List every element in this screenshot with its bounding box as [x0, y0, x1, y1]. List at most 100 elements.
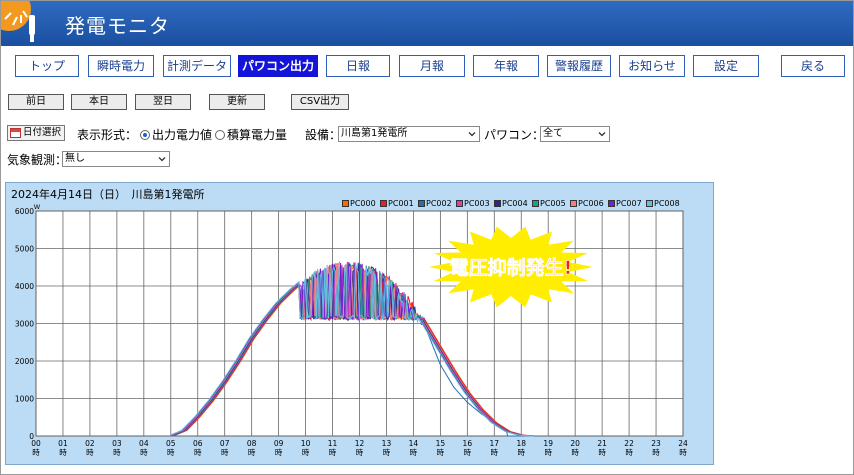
chevron-down-icon — [598, 132, 606, 137]
chart-panel: 2024年4月14日（日） 川島第1発電所 PC000 PC001 PC002 PC0… — [5, 182, 714, 465]
x-tick-unit: 時 — [302, 448, 310, 457]
calendar-icon — [10, 128, 21, 138]
chevron-down-icon — [468, 132, 476, 137]
x-tick-label: 10 — [301, 439, 311, 448]
chart-legend: PC000 PC001 PC002 PC003 PC004 PC005 PC006 PC007… — [342, 199, 702, 211]
nav-back[interactable]: 戻る — [781, 55, 845, 77]
nav-yearly-report[interactable]: 年報 — [473, 55, 539, 77]
legend-label: PC008 — [654, 199, 680, 208]
csv-export-button[interactable]: CSV出力 — [291, 94, 349, 110]
main-nav: トップ 瞬時電力 計測データ パワコン出力 日報 月報 年報 警報履歴 お知らせ… — [1, 55, 853, 79]
legend-item-pc008: PC008 — [646, 199, 680, 209]
nav-monthly-report[interactable]: 月報 — [399, 55, 465, 77]
nav-alarm-history[interactable]: 警報履歴 — [547, 55, 611, 77]
x-tick-unit: 時 — [194, 448, 202, 457]
legend-item-pc001: PC001 — [380, 199, 414, 209]
legend-label: PC005 — [540, 199, 566, 208]
x-tick-unit: 時 — [437, 448, 445, 457]
weather-select-value: 無し — [65, 153, 85, 164]
radio-cumulative-button[interactable] — [215, 130, 225, 140]
nav-pcs-output[interactable]: パワコン出力 — [238, 55, 318, 77]
prev-day-button[interactable]: 前日 — [8, 94, 64, 110]
nav-notices[interactable]: お知らせ — [619, 55, 685, 77]
starburst-shape — [429, 226, 593, 308]
x-tick-unit: 時 — [329, 448, 337, 457]
date-select-label: 日付選択 — [23, 127, 62, 138]
x-tick-label: 17 — [490, 439, 500, 448]
x-tick-label: 24 — [678, 439, 688, 448]
legend-label: PC003 — [464, 199, 490, 208]
facility-select[interactable]: 川島第1発電所 — [338, 126, 480, 142]
radio-output-option[interactable]: 出力電力値 — [140, 126, 212, 143]
x-tick-unit: 時 — [383, 448, 391, 457]
x-tick-unit: 時 — [32, 448, 40, 457]
radio-output-button[interactable] — [140, 130, 150, 140]
x-tick-unit: 時 — [275, 448, 283, 457]
legend-item-pc003: PC003 — [456, 199, 490, 209]
legend-swatch — [380, 200, 387, 207]
annotation-text: 電圧抑制発生! — [450, 256, 573, 279]
x-tick-label: 13 — [382, 439, 392, 448]
x-tick-label: 04 — [139, 439, 149, 448]
x-tick-unit: 時 — [544, 448, 552, 457]
legend-item-pc002: PC002 — [418, 199, 452, 209]
series-line-pc000 — [170, 262, 534, 437]
x-tick-unit: 時 — [113, 448, 121, 457]
legend-swatch — [456, 200, 463, 207]
x-tick-label: 15 — [436, 439, 446, 448]
y-tick-label: 2000 — [15, 357, 34, 366]
app-logo-icon — [1, 1, 35, 42]
pcs-select[interactable]: 全て — [540, 126, 610, 142]
x-tick-unit: 時 — [167, 448, 175, 457]
x-tick-unit: 時 — [410, 448, 418, 457]
series-line-pc008 — [170, 262, 534, 437]
nav-daily-report[interactable]: 日報 — [326, 55, 390, 77]
x-tick-label: 07 — [220, 439, 230, 448]
y-tick-label: 3000 — [15, 320, 34, 329]
legend-label: PC001 — [388, 199, 414, 208]
filter-row: 日付選択 表示形式： 出力電力値 積算電力量 設備： 川島第1発電所 パワコン：… — [7, 125, 847, 145]
legend-swatch — [646, 200, 653, 207]
next-day-button[interactable]: 翌日 — [135, 94, 191, 110]
refresh-button[interactable]: 更新 — [209, 94, 265, 110]
x-tick-label: 21 — [597, 439, 607, 448]
x-tick-label: 19 — [543, 439, 553, 448]
x-tick-unit: 時 — [518, 448, 526, 457]
nav-measurement-data[interactable]: 計測データ — [163, 55, 231, 77]
x-tick-unit: 時 — [464, 448, 472, 457]
display-format-label: 表示形式： — [77, 128, 138, 142]
x-tick-unit: 時 — [248, 448, 256, 457]
radio-cumulative-label: 積算電力量 — [227, 128, 288, 142]
x-tick-unit: 時 — [679, 448, 687, 457]
legend-swatch — [532, 200, 539, 207]
y-tick-label: 5000 — [15, 245, 34, 254]
date-select-button[interactable]: 日付選択 — [7, 125, 65, 141]
x-tick-label: 08 — [247, 439, 257, 448]
legend-label: PC006 — [578, 199, 604, 208]
legend-item-pc000: PC000 — [342, 199, 376, 209]
x-tick-unit: 時 — [625, 448, 633, 457]
x-tick-unit: 時 — [356, 448, 364, 457]
x-tick-unit: 時 — [652, 448, 660, 457]
today-button[interactable]: 本日 — [71, 94, 127, 110]
y-tick-label: 6000 — [15, 207, 34, 216]
x-tick-unit: 時 — [221, 448, 229, 457]
x-tick-label: 03 — [112, 439, 122, 448]
x-tick-label: 06 — [193, 439, 203, 448]
nav-top[interactable]: トップ — [15, 55, 79, 77]
legend-item-pc007: PC007 — [608, 199, 642, 209]
x-tick-unit: 時 — [571, 448, 579, 457]
nav-settings[interactable]: 設定 — [693, 55, 759, 77]
radio-cumulative-option[interactable]: 積算電力量 — [215, 126, 287, 143]
legend-label: PC007 — [616, 199, 642, 208]
x-tick-label: 11 — [328, 439, 338, 448]
weather-label: 気象観測： — [7, 153, 68, 167]
facility-select-value: 川島第1発電所 — [341, 128, 408, 139]
x-tick-label: 18 — [516, 439, 526, 448]
legend-item-pc006: PC006 — [570, 199, 604, 209]
nav-instant-power[interactable]: 瞬時電力 — [88, 55, 154, 77]
app-title: 発電モニタ — [65, 14, 170, 38]
chart-svg: 00時01時02時03時04時05時06時07時08時09時10時11時12時1… — [15, 203, 688, 457]
x-tick-label: 14 — [409, 439, 419, 448]
weather-select[interactable]: 無し — [62, 151, 170, 167]
